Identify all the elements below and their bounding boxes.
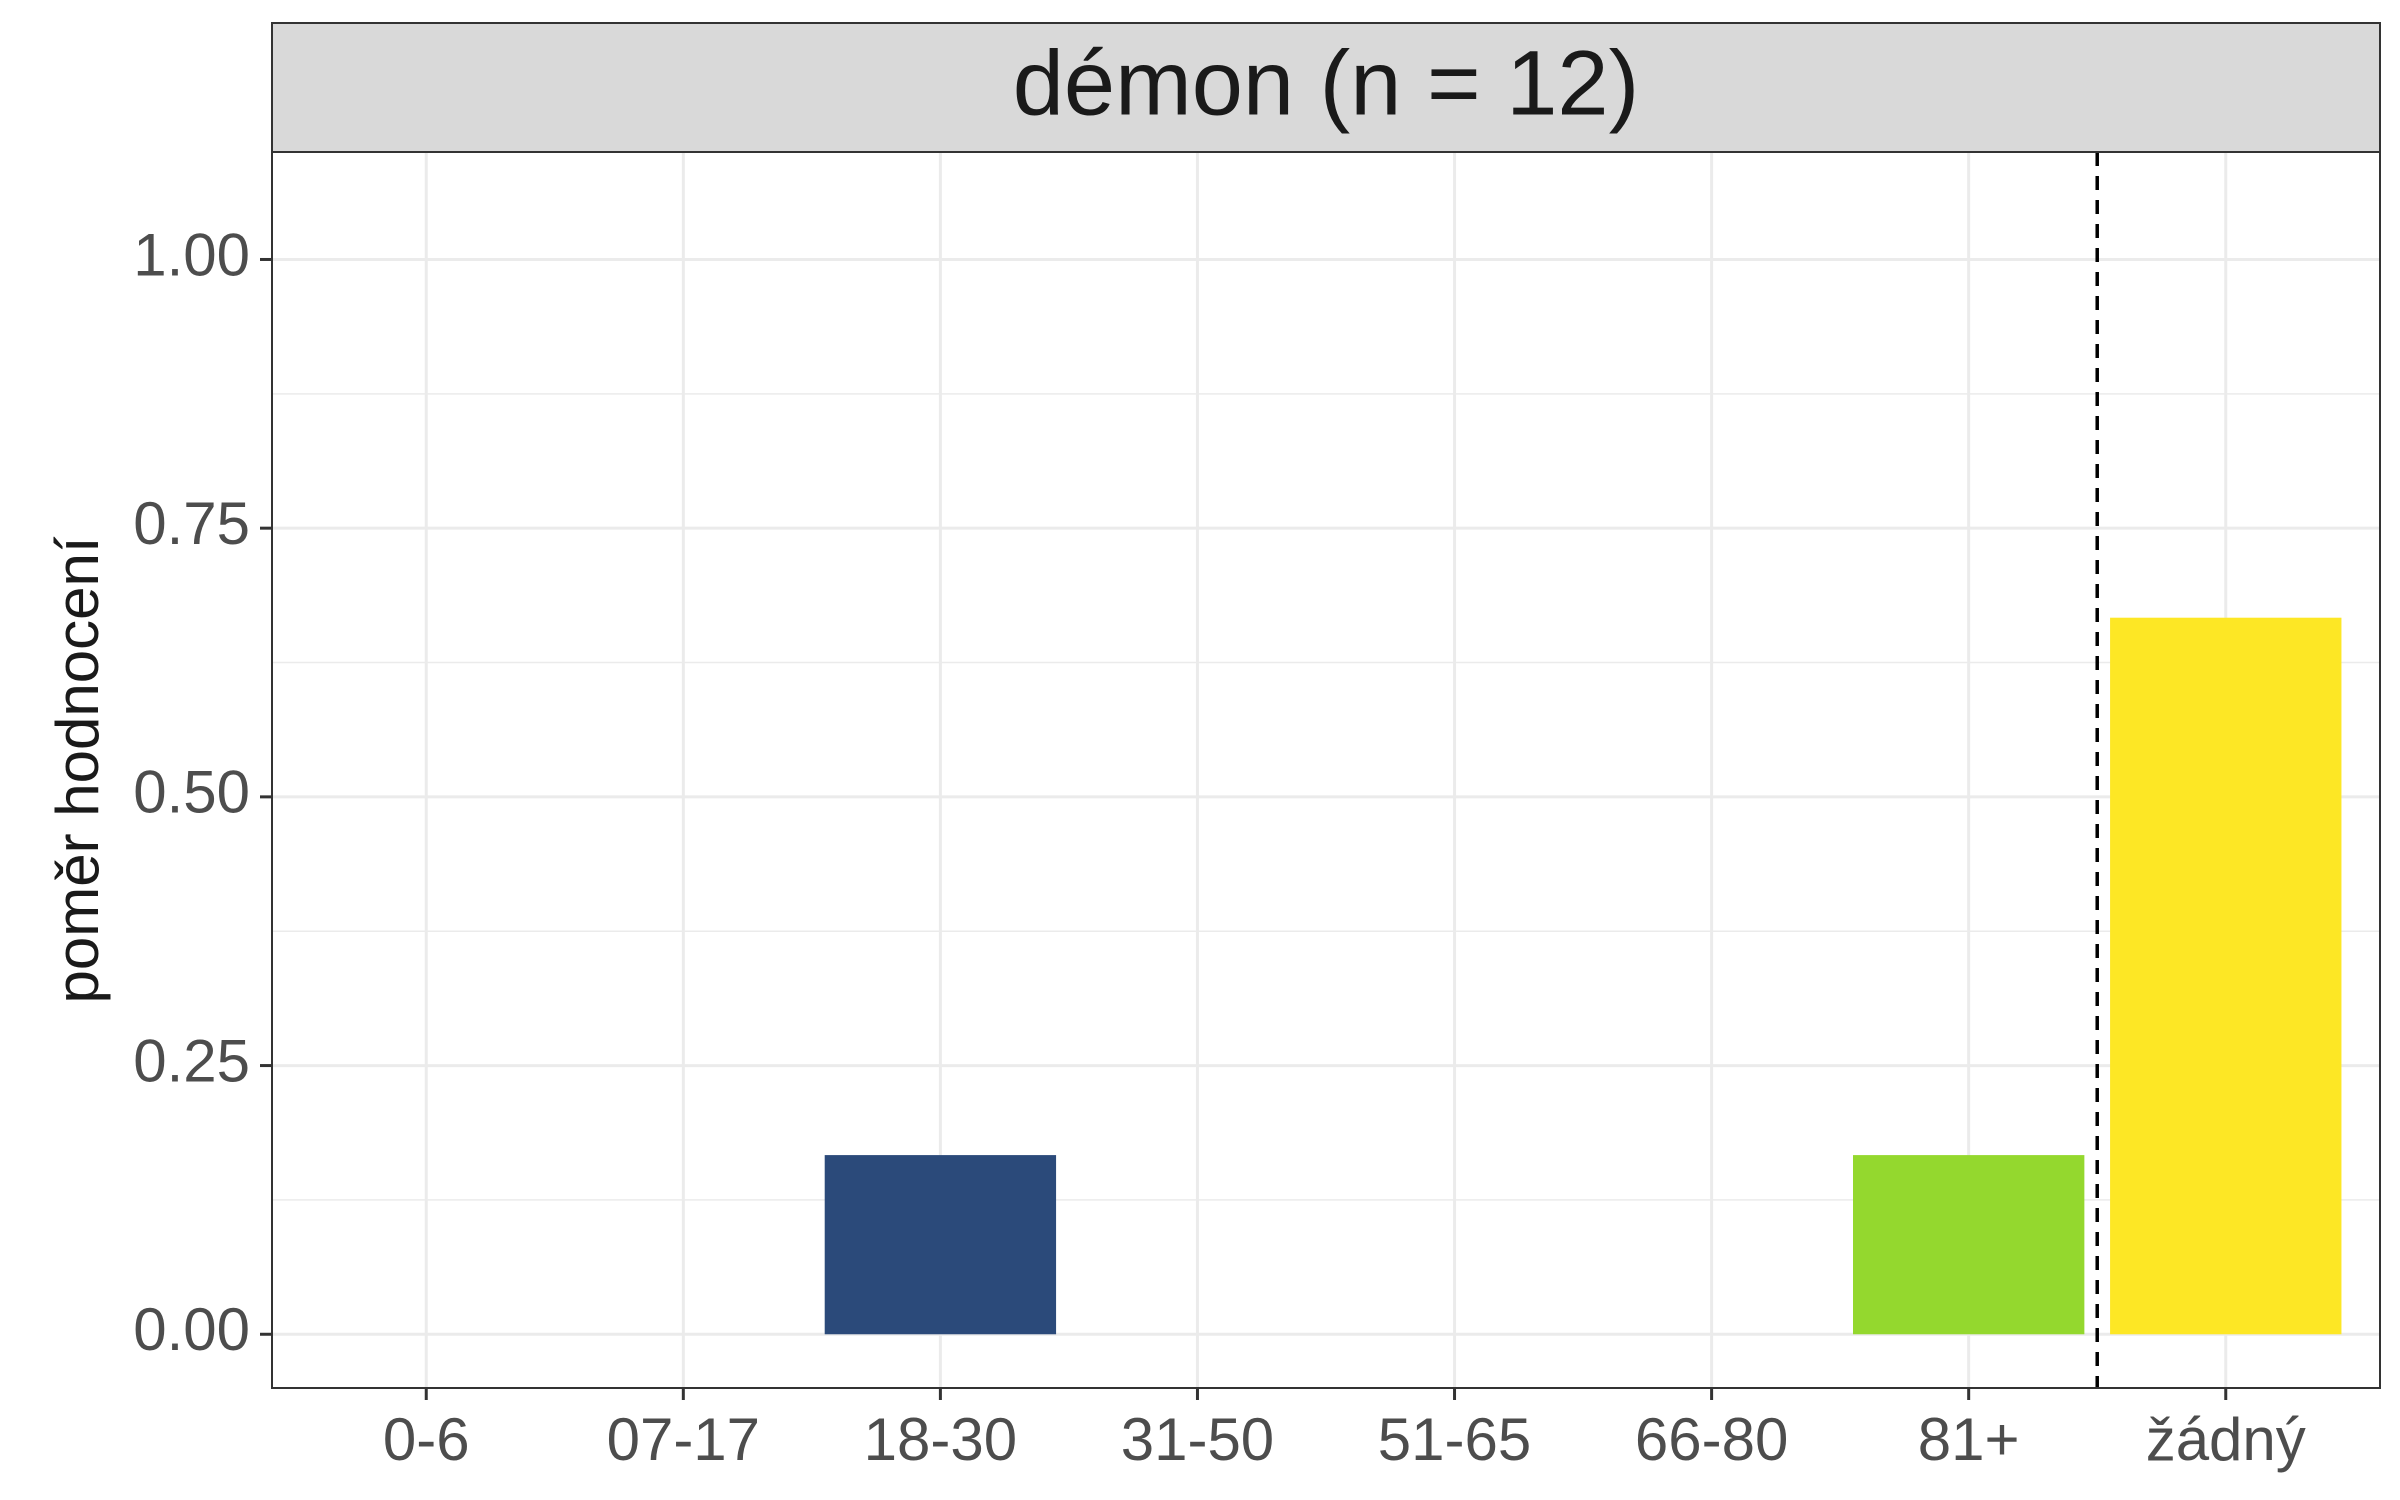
y-tick-label: 0.50 bbox=[133, 759, 250, 826]
y-axis-title: poměr hodnocení bbox=[44, 536, 111, 1003]
y-tick-label: 0.75 bbox=[133, 490, 250, 557]
bar-žádný bbox=[2110, 617, 2342, 1335]
x-tick-label: 31-50 bbox=[1121, 1406, 1274, 1473]
bars bbox=[824, 617, 2342, 1335]
x-tick-label: 18-30 bbox=[864, 1406, 1017, 1473]
x-axis: 0-6 07-17 18-30 31-50 51-65 66-80 81+ žádný bbox=[383, 1388, 2306, 1473]
bar-18-30 bbox=[824, 1155, 1057, 1335]
x-tick-label: 81+ bbox=[1918, 1406, 2020, 1473]
x-tick-label: 0-6 bbox=[383, 1406, 470, 1473]
x-tick-label: 07-17 bbox=[607, 1406, 760, 1473]
y-tick-label: 0.25 bbox=[133, 1027, 250, 1094]
facet-strip bbox=[271, 22, 2381, 153]
bar-81+ bbox=[1853, 1155, 2085, 1335]
y-tick-label: 0.00 bbox=[133, 1296, 250, 1363]
x-tick-label: 51-65 bbox=[1378, 1406, 1531, 1473]
y-axis: 0.00 0.25 0.50 0.75 1.00 bbox=[133, 221, 272, 1363]
y-tick-label: 1.00 bbox=[133, 221, 250, 288]
facet-title: démon (n = 12) bbox=[1013, 32, 1639, 134]
x-tick-label: žádný bbox=[2146, 1406, 2306, 1473]
x-tick-label: 66-80 bbox=[1635, 1406, 1788, 1473]
